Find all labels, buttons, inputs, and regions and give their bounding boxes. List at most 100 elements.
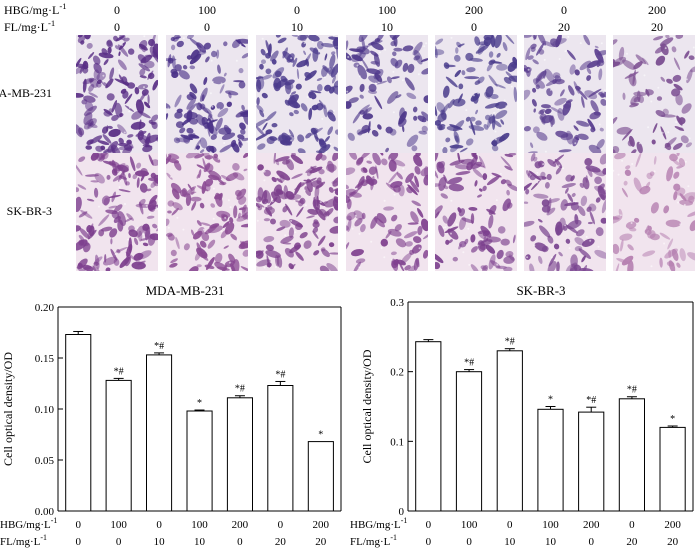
stained-cell <box>622 92 626 100</box>
stained-cell <box>120 88 127 94</box>
stained-cell <box>624 169 632 176</box>
stained-cell <box>240 241 246 249</box>
stained-cell <box>271 176 277 183</box>
stained-cell <box>152 50 158 64</box>
stained-cell <box>421 111 428 124</box>
stained-cell <box>265 39 271 54</box>
stained-cell <box>587 221 593 225</box>
stained-cell <box>193 49 201 64</box>
stained-cell <box>144 101 151 109</box>
stained-cell <box>552 154 565 164</box>
stained-cell <box>359 94 364 99</box>
stained-cell <box>324 135 330 143</box>
stained-cell <box>375 165 379 179</box>
stained-cell <box>485 244 496 254</box>
stained-cell <box>138 63 151 72</box>
stained-cell <box>127 134 134 138</box>
stained-cell <box>153 174 158 184</box>
stained-cell <box>219 84 225 94</box>
membrane-pore <box>124 203 126 205</box>
stained-cell <box>614 263 620 271</box>
stained-cell <box>102 134 112 144</box>
stained-cell <box>488 115 496 124</box>
stained-cell <box>104 254 107 263</box>
stained-cell <box>681 103 692 114</box>
stained-cell <box>334 129 338 135</box>
stained-cell <box>508 75 517 83</box>
chart-title: MDA-MB-231 <box>146 283 225 298</box>
stained-cell <box>196 185 209 192</box>
stained-cell <box>239 122 246 130</box>
stained-cell <box>141 46 146 53</box>
stained-cell <box>348 97 359 104</box>
table-cell: 0 <box>114 3 120 17</box>
stained-cell <box>468 206 478 211</box>
stained-cell <box>406 186 413 194</box>
stained-cell <box>291 153 296 157</box>
stained-cell <box>220 229 228 239</box>
stained-cell <box>385 147 389 153</box>
stained-cell <box>347 132 355 141</box>
stained-cell <box>108 194 121 199</box>
stained-cell <box>331 75 337 84</box>
bar <box>455 371 483 512</box>
stained-cell <box>78 239 85 246</box>
stained-cell <box>205 56 210 63</box>
stained-cell <box>275 188 287 200</box>
stained-cell <box>188 134 200 139</box>
stained-cell <box>567 49 576 61</box>
stained-cell <box>548 253 557 267</box>
stained-cell <box>359 83 365 92</box>
membrane-pore <box>354 214 357 217</box>
category-label: 20 <box>315 536 327 548</box>
stained-cell <box>513 86 517 103</box>
stained-cell <box>210 134 217 140</box>
stained-cell <box>170 68 178 75</box>
stained-cell <box>107 46 112 54</box>
stained-cell <box>475 120 482 126</box>
stained-cell <box>179 127 186 134</box>
membrane-pore <box>220 82 223 85</box>
stained-cell <box>310 127 318 135</box>
stained-cell <box>174 36 182 40</box>
stained-cell <box>98 229 105 237</box>
stained-cell <box>235 189 242 197</box>
membrane-pore <box>209 151 212 153</box>
membrane-pore <box>235 59 238 62</box>
membrane-pore <box>476 244 479 247</box>
stained-cell <box>170 249 177 257</box>
stained-cell <box>461 70 466 76</box>
stained-cell <box>169 262 178 268</box>
stained-cell <box>580 195 588 207</box>
stained-cell <box>392 51 397 57</box>
membrane-pore <box>604 89 606 92</box>
membrane-pore <box>393 193 396 196</box>
category-row-label: FL/mg·L-1 <box>0 533 47 548</box>
stained-cell <box>351 52 366 62</box>
membrane-pore <box>423 45 426 48</box>
stained-cell <box>210 203 216 208</box>
membrane-pore <box>318 50 320 53</box>
stained-cell <box>262 198 269 205</box>
membrane-pore <box>496 263 499 266</box>
stained-cell <box>353 210 364 220</box>
stained-cell <box>101 126 109 134</box>
stained-cell <box>478 155 486 169</box>
stained-cell <box>271 59 277 65</box>
stained-cell <box>534 161 542 169</box>
stained-cell <box>584 90 598 100</box>
stained-cell <box>328 86 335 94</box>
stained-cell <box>491 145 499 152</box>
membrane-pore <box>402 167 405 170</box>
membrane-pore <box>450 199 453 202</box>
stained-cell <box>370 215 378 229</box>
stained-cell <box>312 230 319 239</box>
stained-cell <box>671 248 679 262</box>
stained-cell <box>78 234 85 241</box>
stained-cell <box>173 137 181 144</box>
stained-cell <box>579 267 594 271</box>
stained-cell <box>424 166 428 180</box>
stained-cell <box>209 223 220 229</box>
stained-cell <box>546 207 556 216</box>
membrane-pore <box>495 199 498 202</box>
